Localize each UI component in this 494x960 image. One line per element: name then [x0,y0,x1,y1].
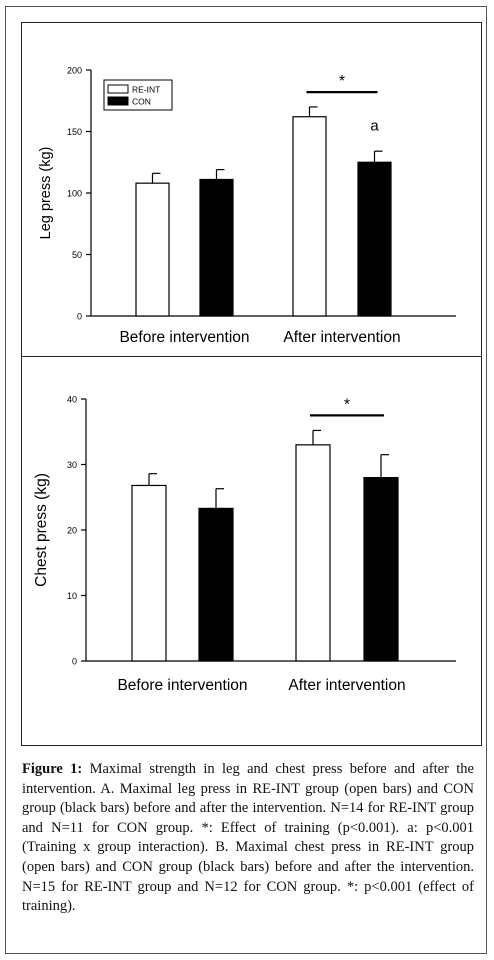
caption-label: Figure 1: [22,761,83,777]
legend-label-con: CON [132,97,151,107]
chest-press-chart: 0 10 20 30 40 Chest press (kg) Before interven… [33,395,456,694]
bar-re-int-after [292,116,327,317]
legend-swatch-re-int [107,84,129,94]
chart-panel-chest-press: 0 10 20 30 40 Chest press (kg) Before interven… [21,356,482,746]
bar-con-after [357,161,392,317]
leg-press-chart: 0 50 100 150 200 Leg press (kg) Before interve… [38,66,456,346]
y-tick-label: 30 [67,460,77,470]
legend-swatch-con [107,96,129,106]
y-axis-label: Leg press (kg) [38,147,54,240]
interaction-marker: a [370,117,379,134]
y-tick-label: 50 [72,250,82,260]
bar-re-int-before [131,484,167,662]
y-tick-label: 0 [72,657,77,667]
x-tick-label: After intervention [283,329,400,346]
figure-frame [5,6,487,954]
significance-marker: * [339,73,345,90]
y-tick-label: 20 [67,526,77,536]
y-tick-label: 150 [67,127,82,137]
bar-con-after [363,476,399,662]
bar-con-before [199,178,234,317]
bar-re-int-before [135,182,170,317]
x-tick-label: Before intervention [117,677,247,694]
y-tick-label: 40 [67,395,77,405]
y-tick-label: 100 [67,189,82,199]
y-tick-label: 0 [77,312,82,322]
y-tick-label: 10 [67,591,77,601]
y-tick-label: 200 [67,66,82,76]
chart-panel-leg-press: 0 50 100 150 200 Leg press (kg) Before interve… [21,22,482,357]
x-tick-label: After intervention [288,677,405,694]
bar-re-int-after [295,444,331,662]
figure-caption: Figure 1: Maximal strength in leg and ch… [22,760,474,917]
y-axis-label: Chest press (kg) [33,473,50,587]
bar-con-before [198,507,234,662]
significance-marker: * [344,396,350,413]
legend-label-re-int: RE-INT [132,85,160,95]
caption-text: Maximal strength in leg and chest press … [22,761,474,915]
x-tick-label: Before intervention [119,329,249,346]
